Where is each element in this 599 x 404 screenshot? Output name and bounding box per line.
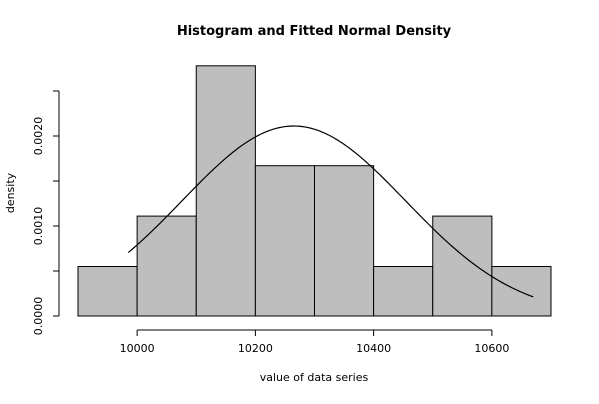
histogram-bar-7 xyxy=(432,215,493,317)
normal-density-curve xyxy=(127,125,534,298)
bars-group xyxy=(77,65,552,317)
curve-group xyxy=(127,125,534,298)
y-axis-label: density xyxy=(4,172,17,213)
histogram-bar-8 xyxy=(491,266,552,317)
histogram-bar-2 xyxy=(136,215,197,317)
y-axis: 0.0000 0.0010 0.0020 xyxy=(32,90,60,336)
x-tick-label: 10400 xyxy=(356,342,391,355)
x-tick-label: 10200 xyxy=(238,342,273,355)
histogram-bar-1 xyxy=(77,266,138,317)
y-tick-label: 0.0020 xyxy=(32,117,45,156)
y-tick-label: 0.0010 xyxy=(32,207,45,246)
histogram-bar-5 xyxy=(314,165,375,317)
x-axis-label: value of data series xyxy=(260,371,369,384)
chart-title: Histogram and Fitted Normal Density xyxy=(177,24,452,39)
histogram-bar-6 xyxy=(373,266,434,317)
x-tick-label: 10600 xyxy=(474,342,509,355)
histogram-bar-3 xyxy=(195,65,256,317)
x-tick-label: 10000 xyxy=(120,342,155,355)
x-axis: 10000 10200 10400 10600 xyxy=(120,329,509,355)
histogram-bar-4 xyxy=(254,165,315,317)
y-tick-label: 0.0000 xyxy=(32,297,45,336)
